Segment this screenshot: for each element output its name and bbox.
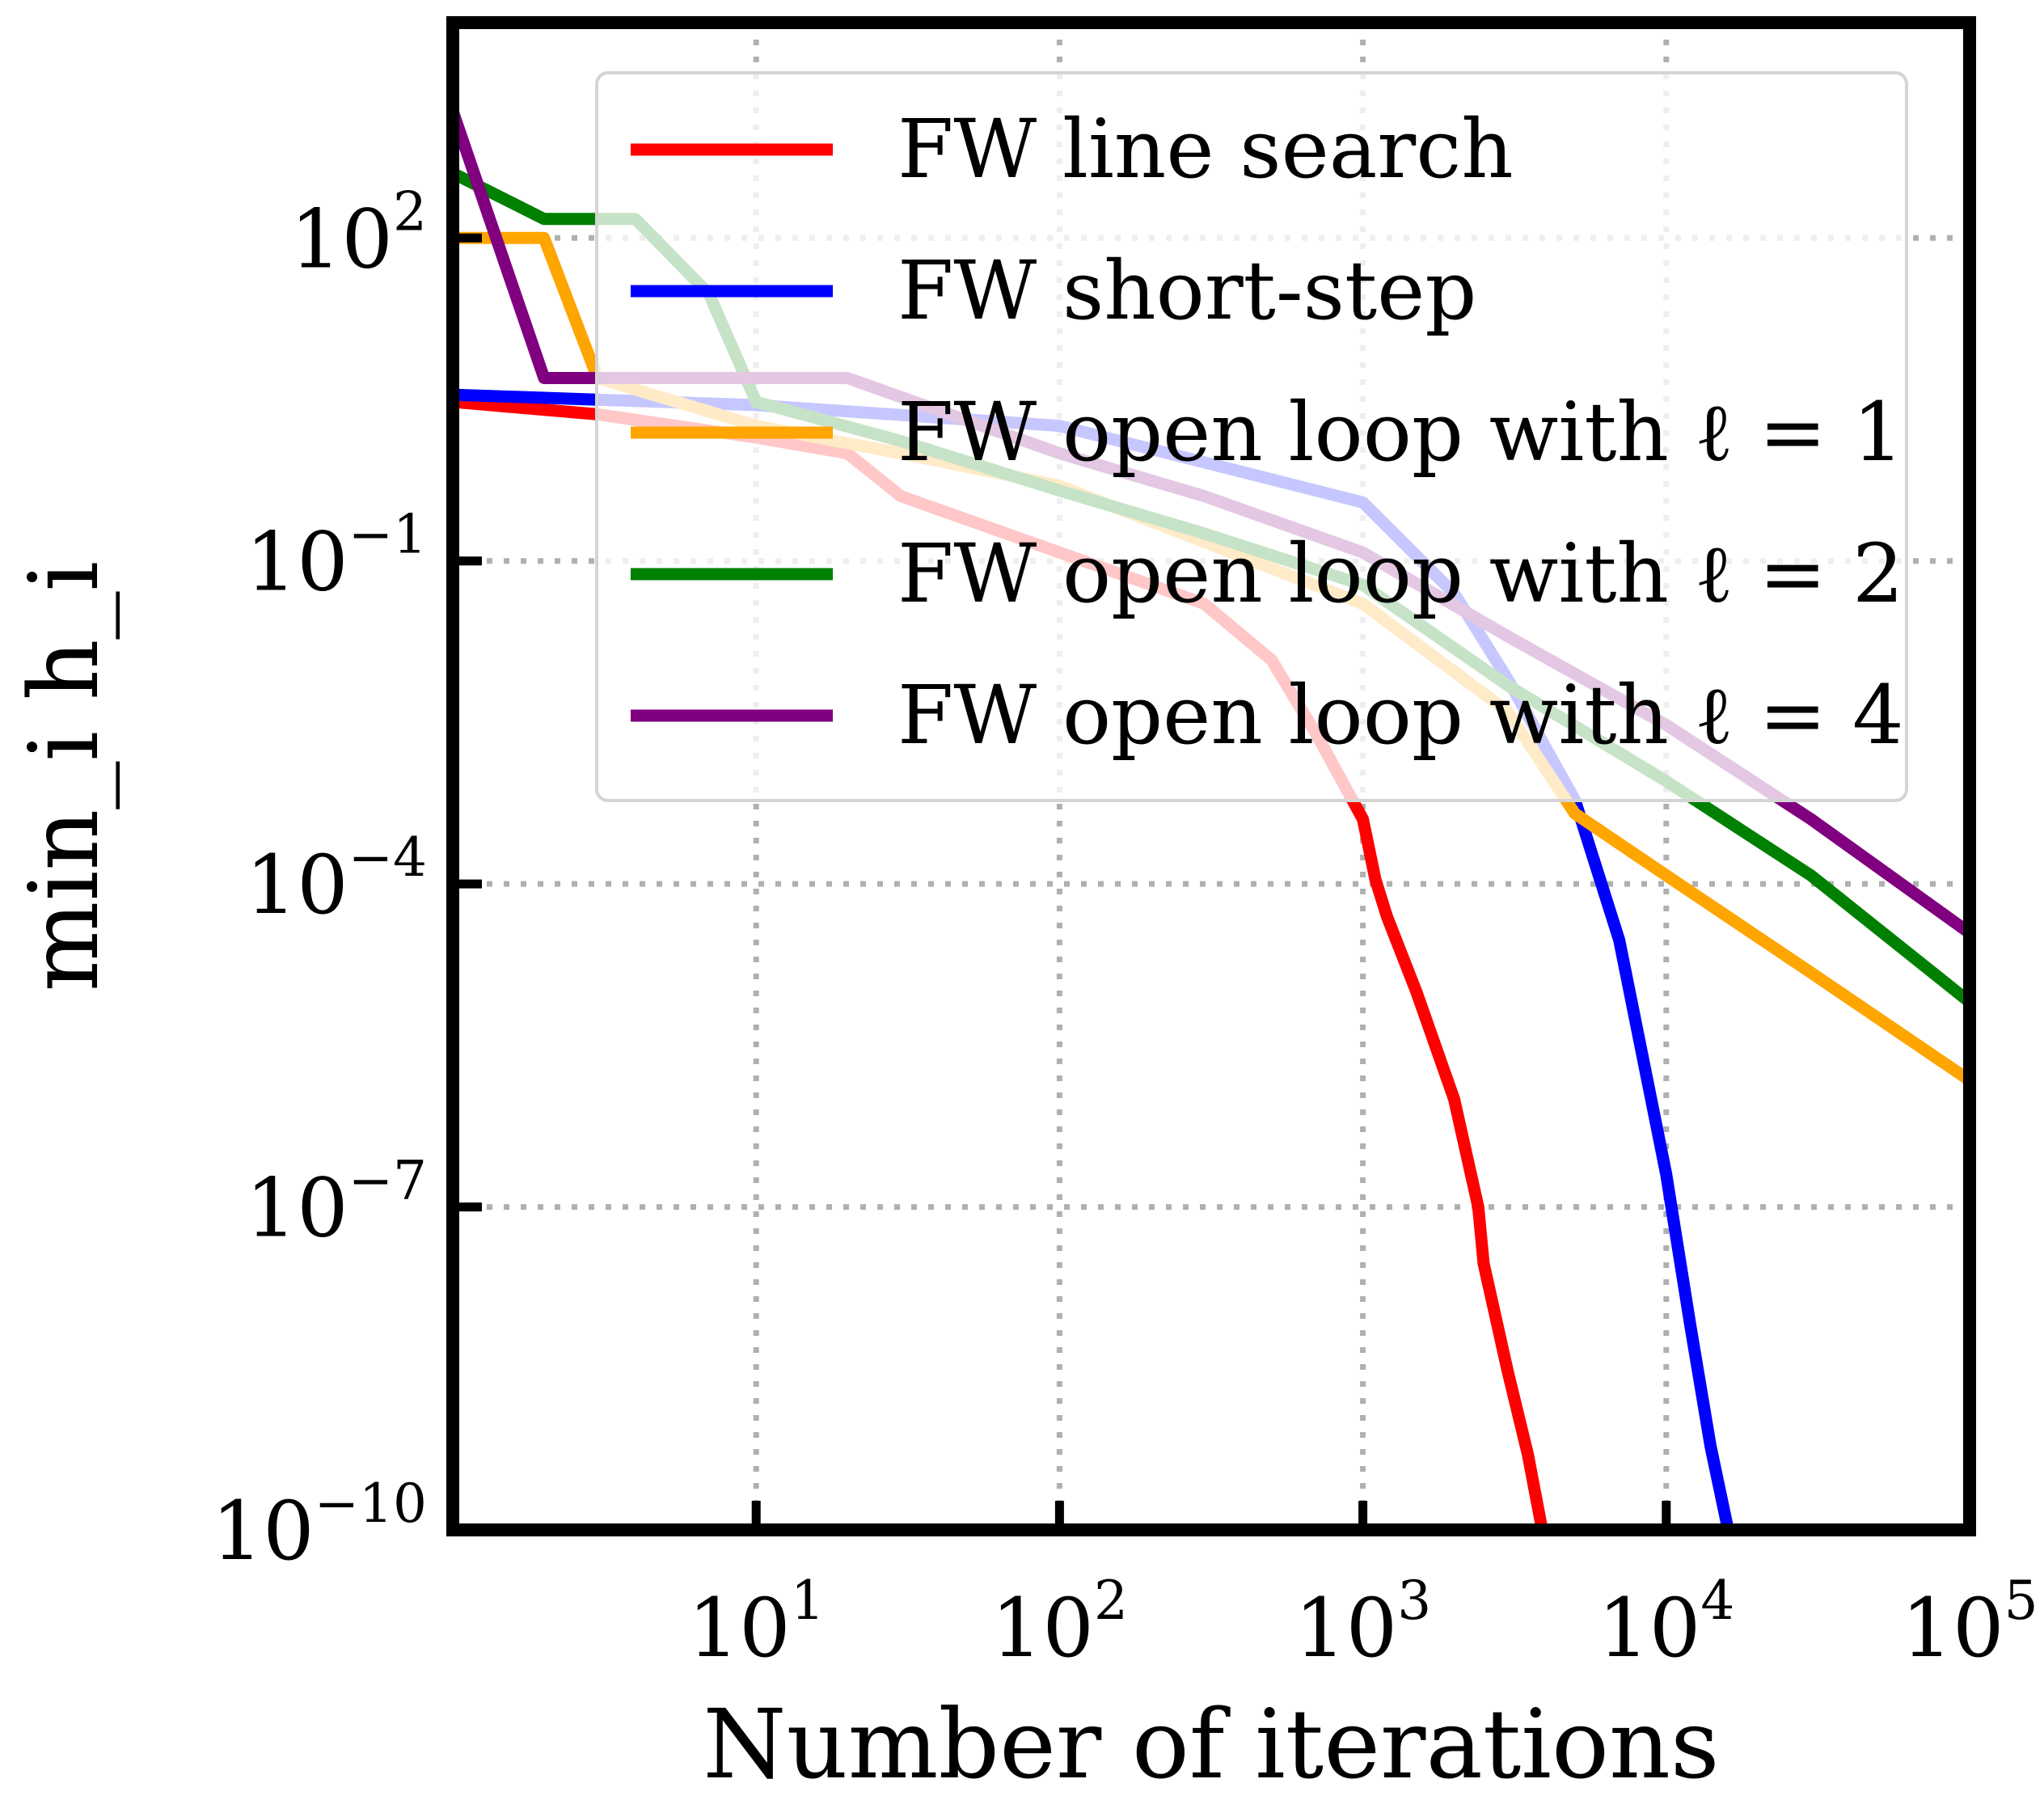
legend-label: FW open loop with ℓ = 2 — [897, 526, 1904, 621]
legend: FW line search FW short-step FW open loop … — [595, 71, 1908, 802]
ticks — [453, 233, 1671, 1535]
legend-box — [595, 71, 1908, 802]
y-tick-label: 102 — [290, 180, 427, 286]
x-tick-label: 104 — [1598, 1570, 1734, 1675]
x-tick-label: 102 — [991, 1570, 1128, 1675]
y-tick-label: 10−4 — [245, 826, 427, 932]
y-tick-label: 10−10 — [211, 1473, 427, 1578]
legend-label: FW line search — [897, 102, 1514, 196]
y-tick-label: 10−7 — [245, 1150, 427, 1256]
legend-label: FW short-step — [897, 243, 1476, 338]
x-tick-label: 101 — [688, 1570, 825, 1675]
legend-label: FW open loop with ℓ = 4 — [897, 668, 1904, 763]
y-axis-label: min_i h_i — [8, 561, 120, 992]
axis-labels: 101 102 103 104 105 10−10 10−7 10−4 10−1 102 Numbe… — [8, 180, 2038, 1800]
y-tick-label: 10−1 — [245, 504, 427, 610]
legend-label: FW open loop with ℓ = 1 — [897, 385, 1904, 480]
plot-frame — [446, 16, 1976, 1536]
x-tick-label: 103 — [1294, 1570, 1431, 1675]
x-axis-label: Number of iterations — [703, 1688, 1719, 1800]
x-tick-label: 105 — [1901, 1570, 2038, 1675]
